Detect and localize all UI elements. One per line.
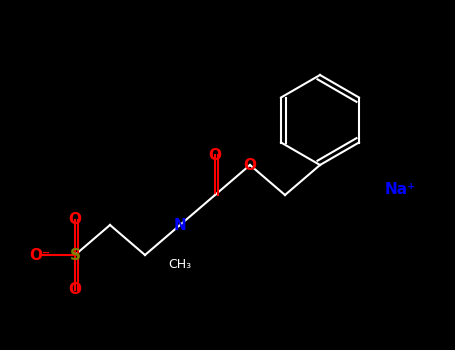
- Text: O: O: [69, 212, 81, 228]
- Text: N: N: [174, 217, 187, 232]
- Text: O: O: [208, 147, 222, 162]
- Text: O⁻: O⁻: [30, 247, 51, 262]
- Text: O: O: [243, 158, 257, 173]
- Text: S: S: [70, 247, 81, 262]
- Text: CH₃: CH₃: [168, 259, 192, 272]
- Text: O: O: [69, 282, 81, 298]
- Text: Na⁺: Na⁺: [384, 182, 415, 197]
